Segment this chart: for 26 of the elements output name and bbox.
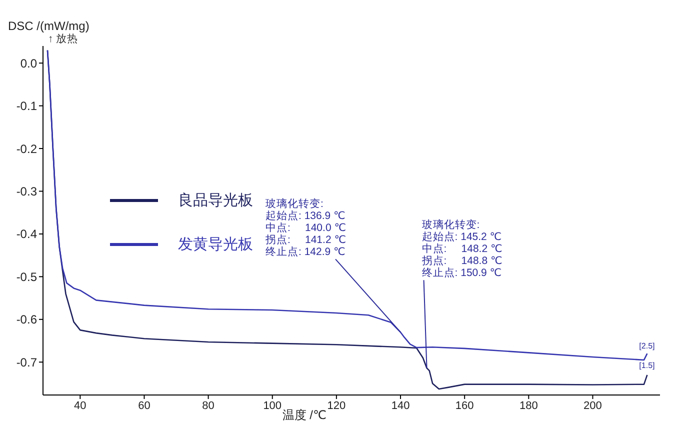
y-tick-label: -0.2 <box>16 142 38 156</box>
legend-label: 良品导光板 <box>178 190 253 210</box>
x-tick-label: 200 <box>584 400 602 412</box>
y-axis-title: DSC /(mW/mg) <box>8 19 90 33</box>
x-tick-label: 100 <box>263 400 282 412</box>
annotation: 玻璃化转变: 起始点: 145.2 ℃ 中点: 148.2 ℃ 拐点: 148.8 ℃ 终止点: 150.9 ℃ <box>420 218 502 280</box>
annotation: 玻璃化转变: 起始点: 136.9 ℃ 中点: 140.0 ℃ 拐点: 141.2 ℃ 终止点: 142.9 ℃ <box>264 197 346 258</box>
x-tick-label: 180 <box>519 400 538 412</box>
y-tick-label: -0.6 <box>16 312 38 327</box>
y-tick-label: -0.7 <box>16 355 38 370</box>
x-tick-label: 40 <box>74 400 86 412</box>
x-axis-title: 温度 /℃ <box>282 408 326 421</box>
legend-label: 发黄导光板 <box>178 234 253 254</box>
y-tick-label: 0.0 <box>20 56 38 70</box>
y-tick-label: -0.3 <box>16 184 38 198</box>
x-tick-label: 80 <box>202 400 214 412</box>
x-tick-label: 160 <box>455 400 474 412</box>
y-tick-label: -0.4 <box>16 227 38 242</box>
x-tick-label: 60 <box>138 400 150 412</box>
text: ↑ 放热 <box>48 33 78 45</box>
x-tick-label: 140 <box>391 400 410 412</box>
y-tick-label: -0.1 <box>16 99 38 114</box>
x-tick-label: 120 <box>327 400 346 412</box>
annotation: [1.5] <box>639 360 655 370</box>
y-tick-label: -0.5 <box>16 270 38 284</box>
annotation: [2.5] <box>639 342 655 351</box>
